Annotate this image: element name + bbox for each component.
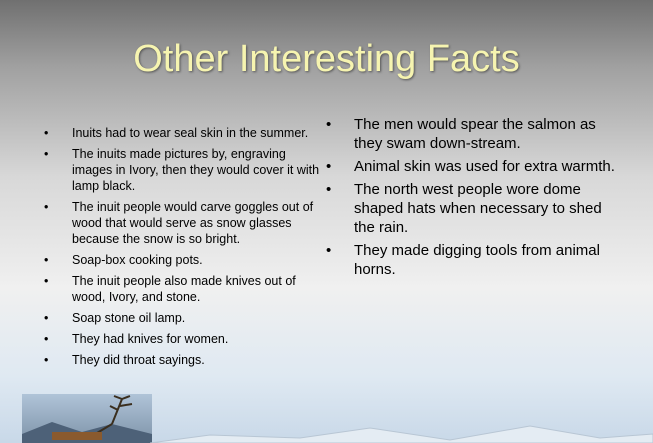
bullet: They made digging tools from animal horn…	[326, 241, 616, 279]
slide: Other Interesting Facts Inuits had to we…	[0, 0, 653, 443]
clipart	[22, 394, 152, 443]
bullet: The inuit people also made knives out of…	[44, 273, 324, 305]
bullet: Inuits had to wear seal skin in the summ…	[44, 125, 324, 141]
bullet: Animal skin was used for extra warmth.	[326, 157, 616, 176]
mountains	[150, 420, 653, 443]
bullet: They did throat sayings.	[44, 352, 324, 368]
slide-title: Other Interesting Facts	[0, 38, 653, 81]
right-list: The men would spear the salmon as they s…	[326, 115, 616, 283]
bullet: Soap stone oil lamp.	[44, 310, 324, 326]
left-list: Inuits had to wear seal skin in the summ…	[44, 125, 324, 373]
bullet: The men would spear the salmon as they s…	[326, 115, 616, 153]
clipart-drawing	[22, 394, 152, 443]
bullet: The inuits made pictures by, engraving i…	[44, 146, 324, 194]
bullet: The north west people wore dome shaped h…	[326, 180, 616, 237]
bullet: They had knives for women.	[44, 331, 324, 347]
bullet: Soap-box cooking pots.	[44, 252, 324, 268]
bullet: The inuit people would carve goggles out…	[44, 199, 324, 247]
